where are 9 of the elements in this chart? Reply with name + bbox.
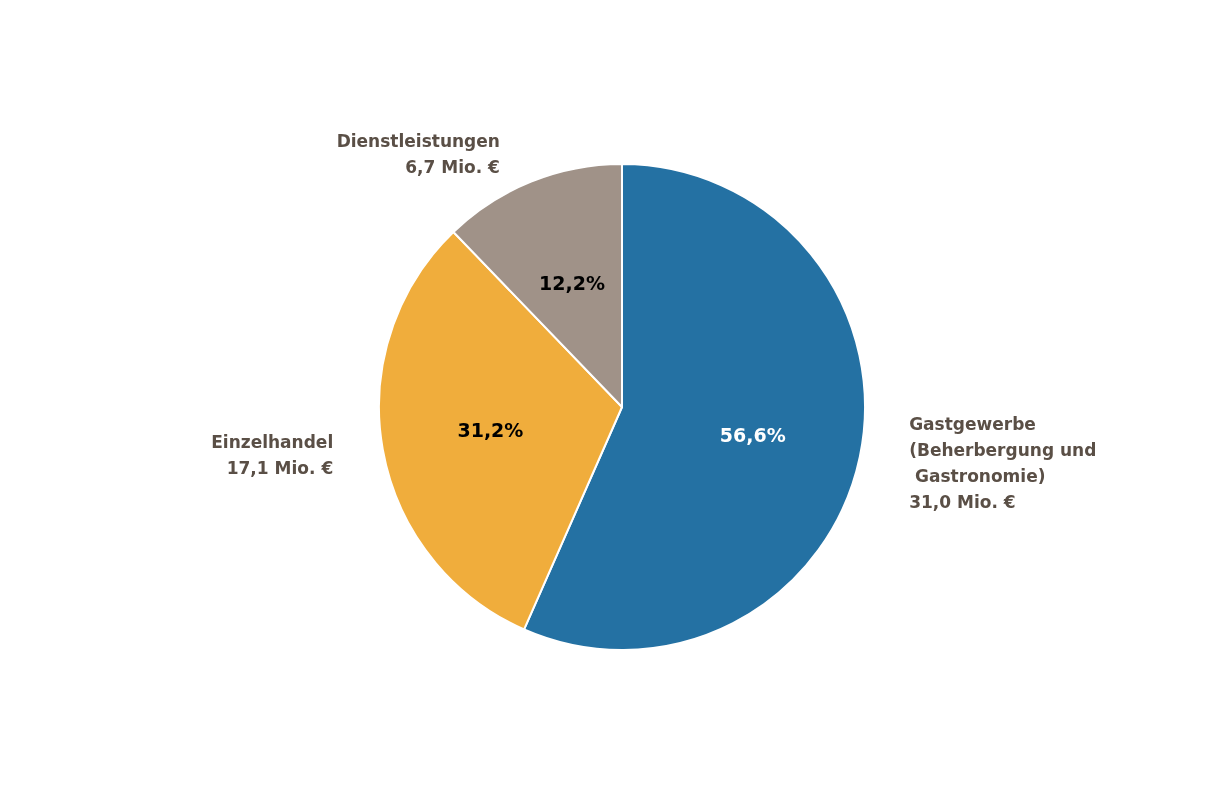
data-label: 31,2% xyxy=(457,419,524,442)
text: 17,1 Mio. € xyxy=(226,457,334,478)
data-label: 56,6% xyxy=(719,423,786,446)
slice-label: Einzelhandel xyxy=(211,431,334,452)
text: 31,0 Mio. € xyxy=(909,492,1016,513)
text: 6,7 Mio. € xyxy=(405,156,500,177)
slice-label: Dienstleistungen xyxy=(336,130,500,151)
slice-label: Gastgewerbe (Beherbergung und Gastronomie) xyxy=(909,414,1097,487)
data-label: 12,2% xyxy=(539,272,605,295)
